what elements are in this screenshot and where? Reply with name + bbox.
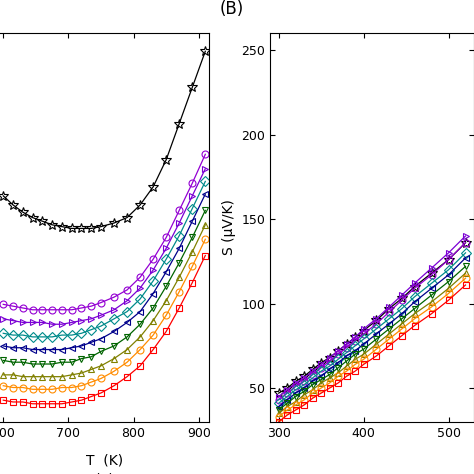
Y-axis label: S (μV/K): S (μV/K) <box>222 200 236 255</box>
Text: (B): (B) <box>219 0 244 18</box>
Text: (K): (K) <box>94 473 114 474</box>
Text: T  (K): T (K) <box>86 454 123 467</box>
